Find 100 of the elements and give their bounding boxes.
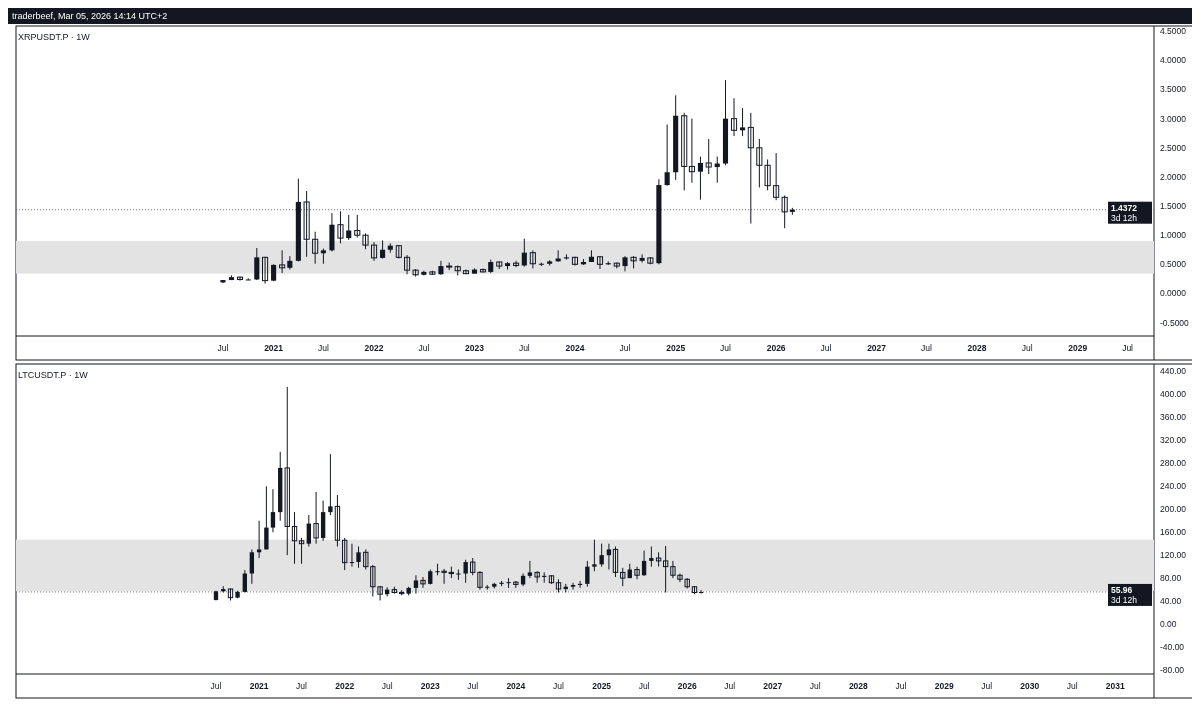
x-tick-label: 2027	[867, 343, 887, 353]
candlestick	[313, 491, 319, 545]
x-tick-label: 2025	[666, 343, 686, 353]
candlestick	[270, 488, 276, 533]
x-tick-label: 2029	[934, 681, 954, 691]
candlestick	[698, 589, 704, 595]
x-tick-label: Jul	[467, 681, 479, 691]
y-tick-label: 200.00	[1160, 504, 1187, 515]
y-tick-label: 1.5000	[1160, 201, 1187, 212]
y-tick-label: 40.00	[1160, 596, 1182, 607]
candlestick	[420, 576, 426, 589]
candlestick	[662, 545, 669, 593]
x-tick-label: 2022	[335, 681, 355, 691]
x-tick-label: 2028	[967, 343, 987, 353]
x-tick-label: Jul	[553, 681, 565, 691]
candlestick	[506, 577, 511, 589]
candlestick	[612, 546, 619, 578]
x-tick-label: Jul	[1021, 343, 1033, 353]
y-tick-label: -0.5000	[1160, 317, 1190, 328]
candlestick	[413, 574, 419, 595]
candlestick	[688, 118, 695, 184]
candlestick	[312, 231, 319, 265]
y-tick-label: 0.0000	[1160, 288, 1187, 299]
x-tick-label: Jul	[920, 343, 932, 353]
y-tick-label: 0.5000	[1160, 259, 1187, 270]
candlestick	[236, 276, 244, 282]
candlestick	[747, 112, 754, 225]
candlestick	[773, 152, 780, 201]
candlestick	[570, 582, 576, 591]
candlestick	[349, 543, 355, 568]
x-tick-label: Jul	[381, 681, 393, 691]
x-tick-label: 2023	[420, 681, 440, 691]
x-tick-label: 2021	[249, 681, 269, 691]
candlestick	[328, 453, 333, 516]
candlestick	[306, 514, 311, 548]
text: traderbeef, Mar 05, 2026 14:14 UTC+2	[12, 11, 168, 21]
candlestick	[256, 520, 262, 559]
text: LTCUSDT.P · 1W	[18, 370, 89, 380]
y-tick-label: 280.00	[1160, 458, 1187, 469]
candlestick	[342, 537, 348, 571]
x-tick-label: 2025	[592, 681, 612, 691]
x-tick-label: 2029	[1068, 343, 1088, 353]
candlestick	[592, 539, 597, 572]
candlestick	[334, 494, 341, 548]
candlestick	[249, 548, 255, 585]
y-tick-label: 400.00	[1160, 389, 1187, 400]
x-tick-label: 2026	[766, 343, 786, 353]
x-tick-label: 2031	[1105, 681, 1126, 691]
x-tick-label: 2021	[264, 343, 284, 353]
y-tick-label: 320.00	[1160, 435, 1187, 446]
candlestick	[370, 241, 378, 262]
x-tick-label: Jul	[724, 681, 736, 691]
candlestick	[599, 543, 604, 568]
y-tick-label: 160.00	[1160, 527, 1187, 538]
y-tick-label: 0.00	[1160, 619, 1177, 630]
y-tick-label: -80.00	[1160, 664, 1185, 675]
x-tick-label: 2028	[848, 681, 869, 691]
candlestick	[571, 256, 579, 266]
candlestick	[513, 260, 520, 268]
x-tick-label: 2022	[364, 343, 384, 353]
candlestick	[664, 123, 670, 187]
x-tick-label: Jul	[820, 343, 832, 353]
x-tick-label: Jul	[981, 681, 993, 691]
candlestick	[585, 560, 590, 588]
x-tick-label: Jul	[895, 681, 907, 691]
y-tick-label: 120.00	[1160, 550, 1187, 561]
candlestick	[620, 567, 626, 587]
candlestick	[279, 249, 286, 274]
candlestick	[479, 267, 487, 273]
y-tick-label: 360.00	[1160, 412, 1187, 423]
y-tick-label: 80.00	[1160, 573, 1182, 584]
x-tick-label: 2027	[763, 681, 783, 691]
candlestick	[298, 537, 305, 565]
x-tick-label: Jul	[638, 681, 650, 691]
x-tick-label: Jul	[418, 343, 430, 353]
ref-line-label: 55.96 3d 12h	[1111, 584, 1138, 605]
candlestick	[740, 107, 746, 137]
candlestick	[463, 559, 468, 584]
candlestick	[639, 253, 645, 264]
x-tick-label: Jul	[217, 343, 229, 353]
x-tick-label: 2026	[677, 681, 697, 691]
candlestick	[527, 560, 533, 579]
candlestick	[521, 238, 527, 268]
candlestick	[456, 569, 461, 581]
x-tick-label: Jul	[1122, 343, 1134, 353]
y-tick-label: 3.5000	[1160, 84, 1187, 95]
y-tick-label: 2.0000	[1160, 171, 1187, 182]
candlestick	[404, 254, 411, 275]
candlestick	[634, 566, 640, 580]
candlestick	[649, 546, 654, 568]
y-tick-label: 2.5000	[1160, 142, 1187, 153]
y-tick-label: 240.00	[1160, 481, 1187, 492]
candlestick	[303, 190, 310, 258]
candlestick	[354, 214, 361, 239]
y-tick-label: -40.00	[1160, 641, 1185, 652]
candlestick	[254, 247, 260, 281]
candlestick	[380, 239, 386, 259]
y-tick-label: 1.0000	[1160, 230, 1187, 241]
x-tick-label: Jul	[619, 343, 631, 353]
x-tick-label: 2030	[1020, 681, 1040, 691]
